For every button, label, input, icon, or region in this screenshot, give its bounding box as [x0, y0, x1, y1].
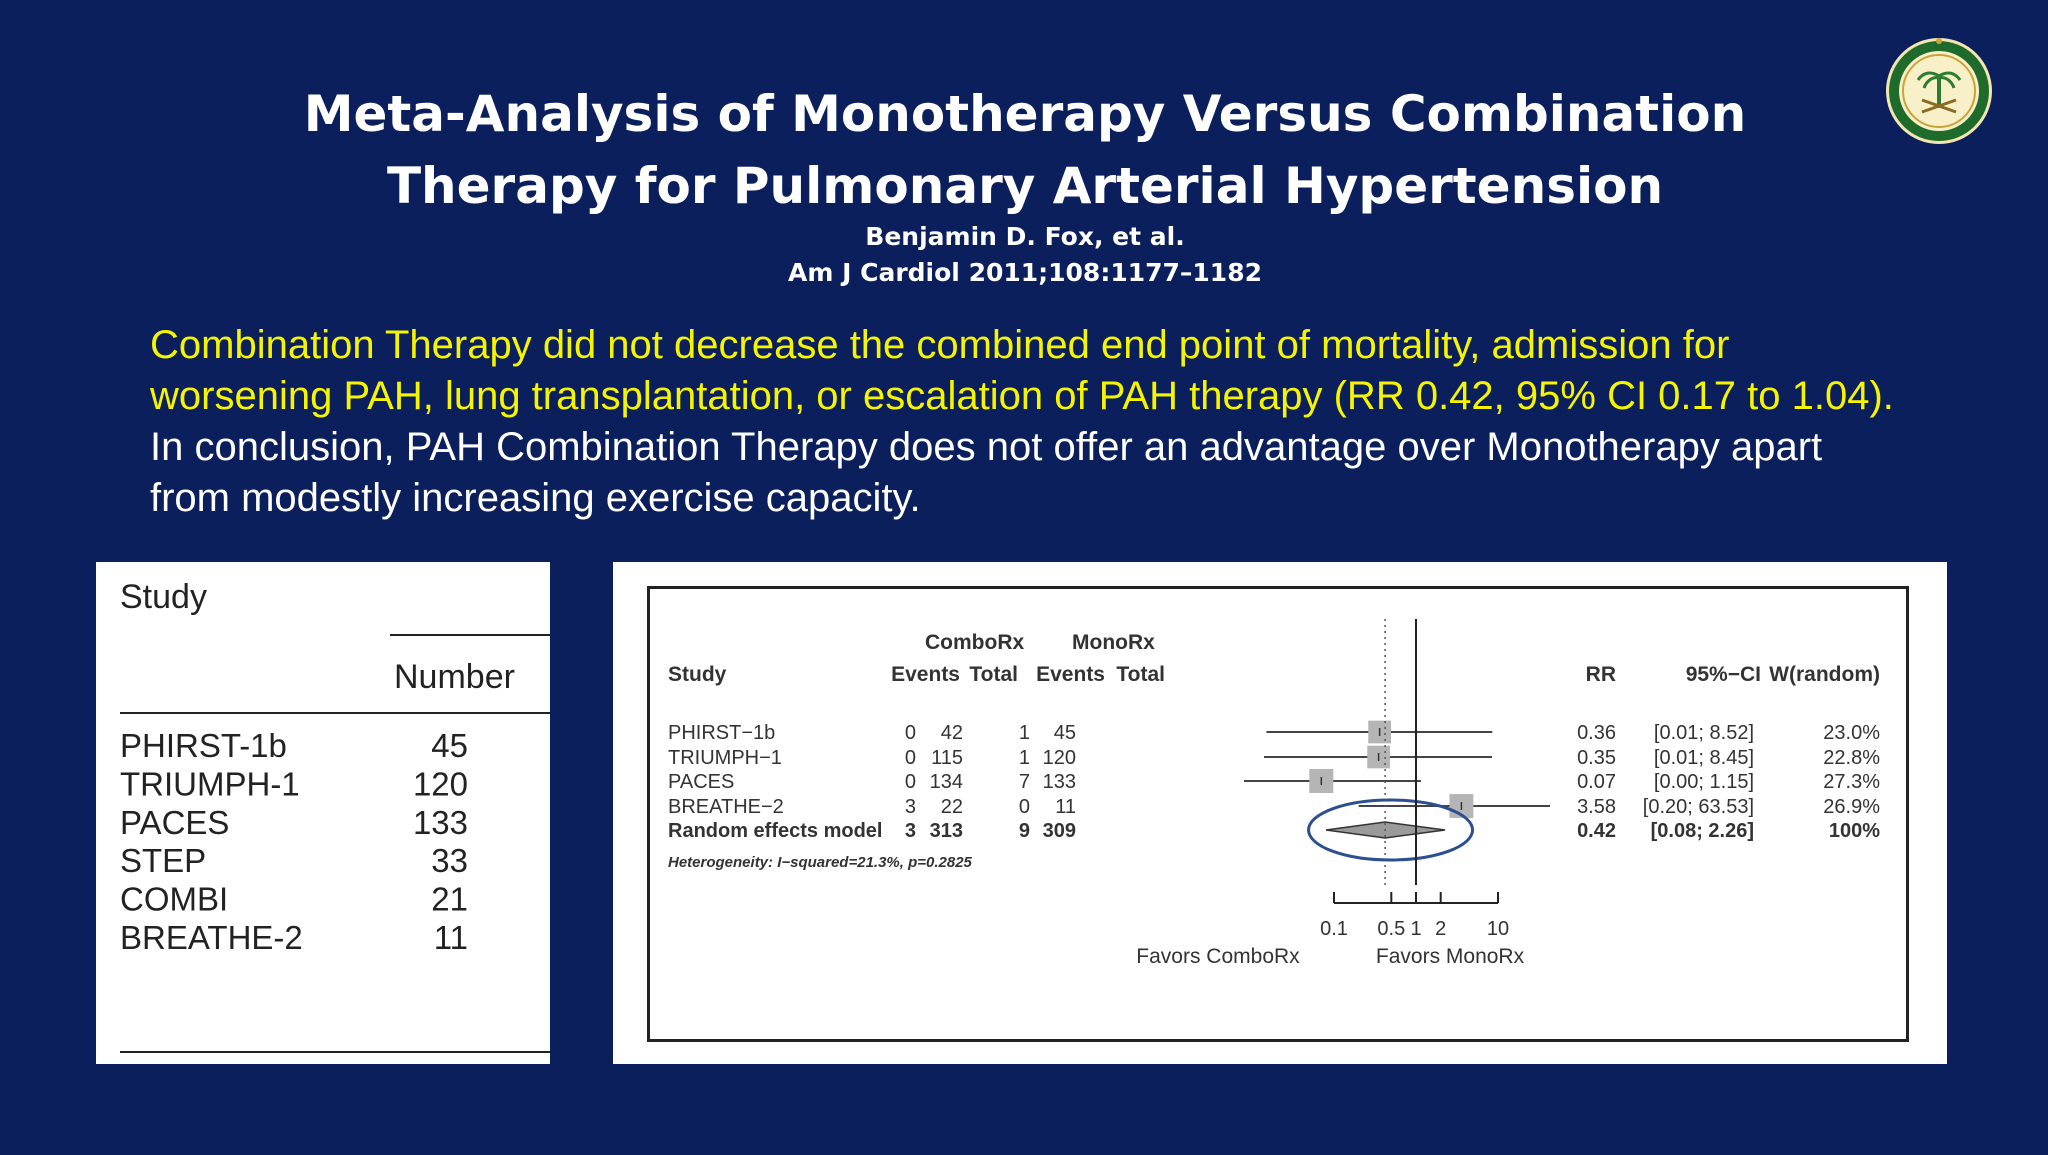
summary-highlight: Combination Therapy did not decrease the… [150, 323, 1894, 418]
study-name-cell: STEP [120, 842, 206, 879]
pooled-count-cell: 313 [930, 820, 963, 842]
forest-ci-cell: [0.01; 8.45] [1654, 747, 1754, 769]
emblem-logo [1886, 38, 1992, 144]
pooled-weight-cell: 100% [1829, 820, 1880, 842]
pooled-count-cell: 309 [1043, 820, 1076, 842]
combo-header: ComboRx [925, 631, 1024, 654]
study-name-cell: COMBI [120, 881, 228, 918]
forest-study-cell: PACES [668, 771, 734, 793]
forest-study-cell: TRIUMPH−1 [668, 747, 782, 769]
pooled-count-cell: 9 [1019, 820, 1030, 842]
author-line: Benjamin D. Fox, et al. [865, 222, 1185, 251]
forest-count-cell: 120 [1043, 747, 1076, 769]
combo-events-header: Events [891, 663, 960, 686]
study-name-cell: BREATHE-2 [120, 919, 303, 956]
heterogeneity-note: Heterogeneity: I−squared=21.3%, p=0.2825 [668, 854, 973, 871]
forest-count-cell: 0 [1019, 796, 1030, 818]
ci-header: 95%−CI [1686, 663, 1761, 686]
mono-header: MonoRx [1072, 631, 1155, 654]
forest-plot-panel: ComboRx MonoRx Study Events Total Events… [613, 562, 1947, 1064]
x-axis-tick-label: 1 [1410, 918, 1421, 940]
forest-rr-cell: 3.58 [1577, 796, 1616, 818]
forest-ci-cell: [0.00; 1.15] [1654, 771, 1754, 793]
number-header: Number [394, 658, 515, 696]
pooled-count-cell: 3 [905, 820, 916, 842]
study-table: Study Number PHIRST-1b 45 TRIUMPH-1 120 PACE… [120, 578, 550, 1053]
pooled-label: Random effects model [668, 820, 882, 842]
forest-rr-cell: 0.07 [1577, 771, 1616, 793]
study-name-cell: PHIRST-1b [120, 727, 287, 764]
forest-count-cell: 0 [905, 722, 916, 744]
study-table-panel: Study Number PHIRST-1b 45 TRIUMPH-1 120 PACE… [96, 562, 550, 1064]
study-name-cell: PACES [120, 804, 229, 841]
study-number-cell: 120 [413, 765, 468, 802]
mono-events-header: Events [1036, 663, 1105, 686]
forest-rr-cell: 0.35 [1577, 747, 1616, 769]
study-col-header: Study [668, 663, 727, 686]
pooled-rr-cell: 0.42 [1577, 820, 1616, 842]
weight-header: W(random) [1769, 663, 1880, 686]
forest-count-cell: 1 [1019, 722, 1030, 744]
study-number-cell: 21 [431, 881, 468, 918]
forest-count-cell: 7 [1019, 771, 1030, 793]
forest-ci-cell: [0.20; 63.53] [1643, 796, 1754, 818]
forest-rr-cell: 0.36 [1577, 722, 1616, 744]
forest-count-cell: 45 [1054, 722, 1076, 744]
pooled-ci-cell: [0.08; 2.26] [1651, 820, 1754, 842]
forest-count-cell: 3 [905, 796, 916, 818]
x-axis-tick-label: 10 [1487, 918, 1509, 940]
slide-title: Meta-Analysis of Monotherapy Versus Comb… [303, 85, 1747, 215]
summary-rest: In conclusion, PAH Combination Therapy d… [150, 425, 1823, 520]
forest-count-cell: 0 [905, 747, 916, 769]
forest-count-cell: 22 [941, 796, 963, 818]
forest-weight-cell: 22.8% [1823, 747, 1880, 769]
study-name-cell: TRIUMPH-1 [120, 765, 300, 802]
x-axis-tick-label: 2 [1435, 918, 1446, 940]
favors-left-label: Favors ComboRx [1136, 945, 1300, 968]
study-table-header: Study [120, 578, 207, 616]
x-axis-tick-label: 0.5 [1377, 918, 1405, 940]
forest-count-cell: 11 [1055, 796, 1076, 818]
forest-weight-cell: 23.0% [1823, 722, 1880, 744]
mono-total-header: Total [1116, 663, 1165, 686]
study-number-cell: 45 [431, 727, 468, 764]
favors-right-label: Favors MonoRx [1376, 945, 1525, 968]
forest-study-cell: PHIRST−1b [668, 722, 775, 744]
x-axis-tick-label: 0.1 [1320, 918, 1348, 940]
highlight-ellipse [1307, 798, 1475, 862]
forest-count-cell: 0 [905, 771, 916, 793]
forest-count-cell: 1 [1019, 747, 1030, 769]
rr-header: RR [1586, 663, 1616, 686]
forest-count-cell: 133 [1043, 771, 1076, 793]
forest-weight-cell: 27.3% [1823, 771, 1880, 793]
forest-weight-cell: 26.9% [1823, 796, 1880, 818]
combo-total-header: Total [969, 663, 1018, 686]
forest-count-cell: 134 [930, 771, 963, 793]
study-number-cell: 33 [431, 842, 468, 879]
forest-count-cell: 115 [931, 747, 963, 769]
forest-count-cell: 42 [941, 722, 963, 744]
study-number-cell: 11 [434, 919, 468, 956]
summary-text: Combination Therapy did not decrease the… [150, 320, 1910, 524]
citation-line: Am J Cardiol 2011;108:1177–1182 [788, 258, 1262, 287]
forest-plot: ComboRx MonoRx Study Events Total Events… [668, 619, 1880, 968]
forest-plot-frame: ComboRx MonoRx Study Events Total Events… [647, 586, 1909, 1042]
study-number-cell: 133 [413, 804, 468, 841]
forest-study-cell: BREATHE−2 [668, 796, 784, 818]
forest-ci-cell: [0.01; 8.52] [1654, 722, 1754, 744]
